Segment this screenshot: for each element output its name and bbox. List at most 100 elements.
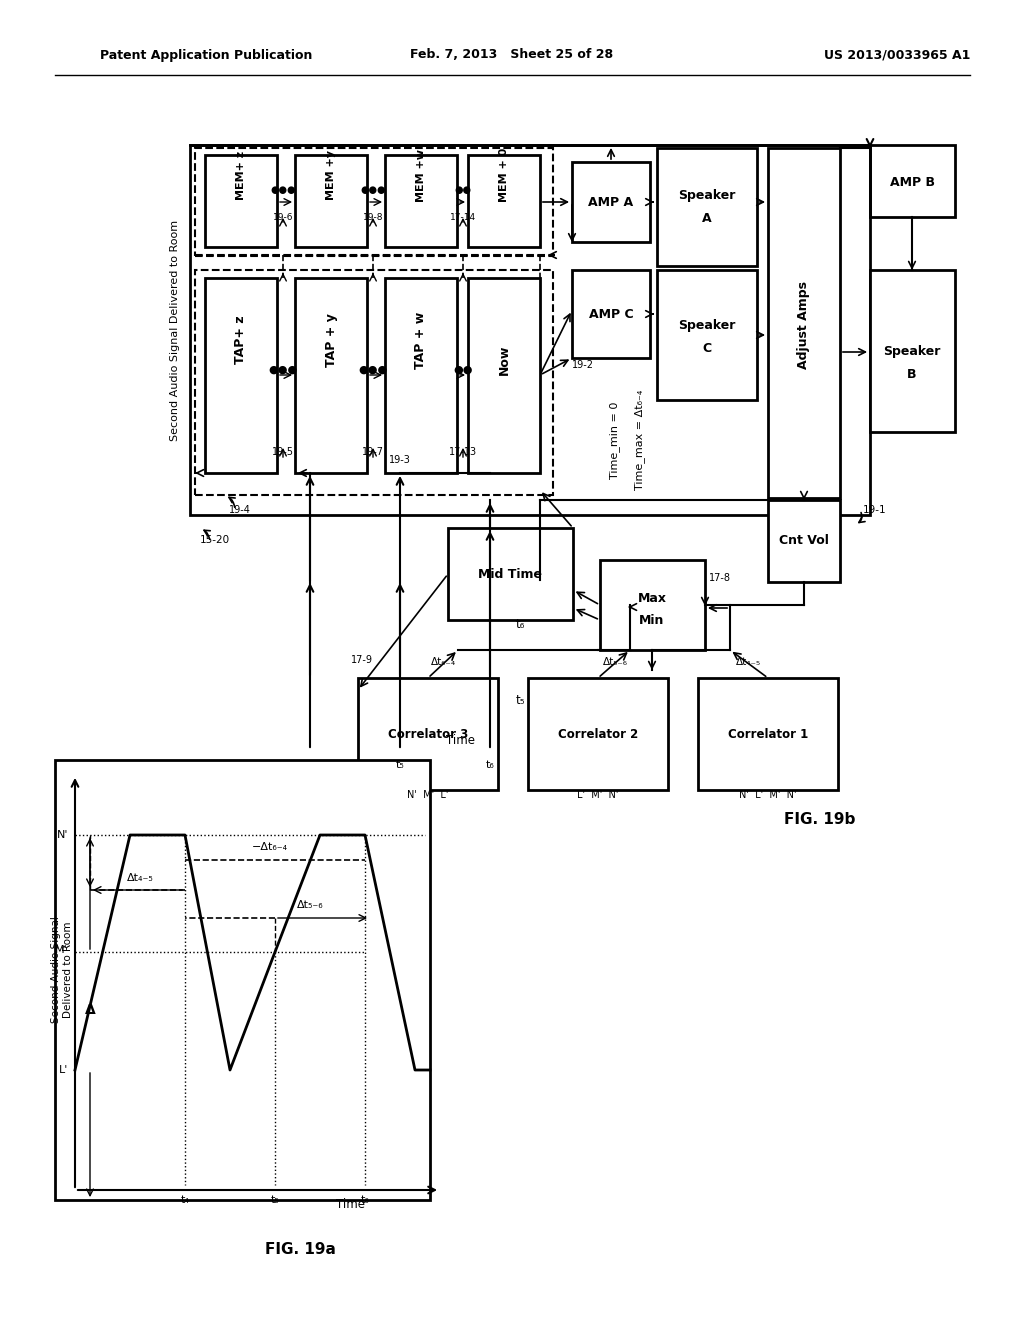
Text: Second Audio Signal Delivered to Room: Second Audio Signal Delivered to Room (170, 219, 180, 441)
Text: 19-3: 19-3 (389, 455, 411, 465)
Text: Correlator 1: Correlator 1 (728, 727, 808, 741)
Text: Second Audio Signal
Delivered to Room: Second Audio Signal Delivered to Room (51, 916, 73, 1023)
Bar (195, 148, 553, 256)
Text: 19-1: 19-1 (863, 506, 887, 515)
Text: MEM + 0: MEM + 0 (499, 148, 509, 202)
Text: t₅: t₅ (515, 693, 524, 706)
Text: t₅: t₅ (395, 760, 404, 770)
Text: MEM +w: MEM +w (416, 149, 426, 202)
Bar (600, 560, 705, 649)
Text: 19-5: 19-5 (272, 447, 294, 457)
Bar (468, 279, 540, 473)
Text: Speaker: Speaker (678, 318, 735, 331)
Bar (528, 678, 668, 789)
Text: t₄: t₄ (180, 1195, 189, 1205)
Text: Δt₅₋₆: Δt₅₋₆ (297, 900, 324, 909)
Text: 19-8: 19-8 (362, 214, 383, 223)
Text: N'  L'  M'  N': N' L' M' N' (739, 789, 797, 800)
Text: ●●●: ●●● (268, 366, 298, 375)
Text: Min: Min (639, 614, 665, 627)
Bar (572, 162, 650, 242)
Text: ●●: ●● (455, 185, 471, 195)
Text: L': L' (58, 1065, 68, 1074)
Text: 17-9: 17-9 (351, 655, 373, 665)
Text: 19-2: 19-2 (572, 360, 594, 370)
Text: Now: Now (498, 345, 511, 375)
Text: Max: Max (638, 591, 667, 605)
Bar (698, 678, 838, 789)
Text: Time_min = 0: Time_min = 0 (609, 401, 621, 479)
Bar (468, 154, 540, 247)
Bar (870, 271, 955, 432)
Text: Time: Time (336, 1199, 365, 1212)
Text: Δt₆₋₄: Δt₆₋₄ (430, 657, 456, 667)
Text: Δ: Δ (85, 1003, 95, 1016)
Bar (195, 271, 553, 495)
Text: Cnt Vol: Cnt Vol (779, 533, 829, 546)
Text: AMP B: AMP B (890, 176, 935, 189)
Bar (295, 154, 367, 247)
Text: Time_max = Δt₆₋₄: Time_max = Δt₆₋₄ (635, 389, 645, 490)
Bar (768, 148, 840, 498)
Text: Patent Application Publication: Patent Application Publication (100, 49, 312, 62)
Text: N': N' (56, 830, 68, 840)
Text: Mid Time: Mid Time (478, 568, 542, 581)
Text: Adjust Amps: Adjust Amps (798, 281, 811, 370)
Text: t₅: t₅ (270, 1195, 280, 1205)
Text: ●●: ●● (454, 366, 473, 375)
Text: 17-13: 17-13 (449, 447, 477, 457)
Text: 17-14: 17-14 (450, 214, 476, 223)
Text: Correlator 2: Correlator 2 (558, 727, 638, 741)
Text: Speaker: Speaker (678, 189, 735, 202)
Text: M': M' (55, 945, 68, 954)
Text: C: C (702, 342, 712, 355)
Bar (55, 760, 430, 1200)
Text: 19-7: 19-7 (362, 447, 384, 457)
Text: Speaker: Speaker (884, 346, 941, 359)
Text: Δt₄₋₅: Δt₄₋₅ (127, 873, 154, 883)
Text: TAP+ z: TAP+ z (234, 315, 248, 364)
Bar (657, 271, 757, 400)
Text: Correlator 3: Correlator 3 (388, 727, 468, 741)
Bar (295, 279, 367, 473)
Text: 19-6: 19-6 (272, 214, 293, 223)
Text: 15-20: 15-20 (200, 535, 230, 545)
Text: Time: Time (445, 734, 474, 747)
Text: Δt₅₋₆: Δt₅₋₆ (602, 657, 628, 667)
Bar (205, 154, 278, 247)
Bar (768, 500, 840, 582)
Text: t₆: t₆ (485, 760, 495, 770)
Bar (205, 279, 278, 473)
Text: N'  M'  L': N' M' L' (408, 789, 449, 800)
Text: L'  M'  N': L' M' N' (578, 789, 618, 800)
Text: t₆: t₆ (360, 1195, 370, 1205)
Text: ●●●: ●●● (360, 185, 386, 195)
Text: MEM +y: MEM +y (326, 150, 336, 201)
Bar (657, 148, 757, 267)
Text: MEM+ z: MEM+ z (236, 150, 246, 199)
Text: ●●●: ●●● (270, 185, 296, 195)
Text: FIG. 19a: FIG. 19a (264, 1242, 336, 1258)
Text: B: B (907, 368, 916, 381)
Text: Δt₄₋₅: Δt₄₋₅ (735, 657, 761, 667)
Bar (572, 271, 650, 358)
Text: 19-4: 19-4 (229, 506, 251, 515)
Bar (358, 678, 498, 789)
Text: US 2013/0033965 A1: US 2013/0033965 A1 (823, 49, 970, 62)
Text: A: A (702, 211, 712, 224)
Bar (385, 154, 457, 247)
Text: Feb. 7, 2013   Sheet 25 of 28: Feb. 7, 2013 Sheet 25 of 28 (411, 49, 613, 62)
Text: FIG. 19b: FIG. 19b (784, 813, 856, 828)
Bar (870, 145, 955, 216)
Text: TAP + y: TAP + y (325, 313, 338, 367)
Text: ●●●: ●●● (358, 366, 388, 375)
Text: AMP A: AMP A (589, 195, 634, 209)
Text: AMP C: AMP C (589, 309, 633, 322)
Text: TAP + w: TAP + w (415, 312, 427, 368)
Bar (449, 528, 573, 620)
Text: t₆: t₆ (515, 619, 524, 631)
Bar (385, 279, 457, 473)
Text: 17-8: 17-8 (709, 573, 731, 583)
Text: −Δt₆₋₄: −Δt₆₋₄ (252, 842, 288, 851)
Bar (190, 145, 870, 515)
